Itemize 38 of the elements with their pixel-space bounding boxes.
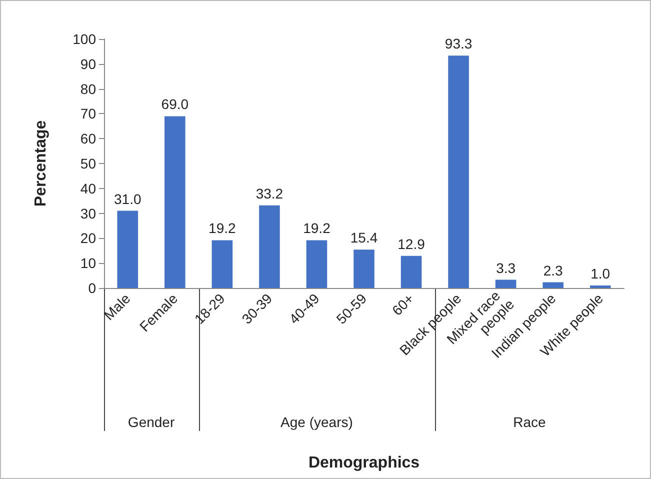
data-label: 15.4 [350, 230, 378, 246]
bar [164, 116, 186, 288]
bar [400, 256, 422, 288]
bar [542, 282, 564, 288]
data-label: 93.3 [444, 36, 472, 52]
bar [306, 240, 328, 288]
y-tick-label: 40 [80, 180, 96, 196]
bar [259, 205, 280, 288]
y-tick-label: 90 [80, 56, 96, 72]
y-tick-label: 0 [88, 280, 96, 296]
x-tick-label: 60+ [388, 290, 417, 318]
text: Race [513, 414, 546, 430]
y-axis-title: Percentage [32, 120, 50, 207]
y-tick-label: 10 [80, 255, 96, 272]
bar [448, 56, 469, 288]
bar [354, 250, 374, 288]
text: Gender [128, 414, 175, 430]
data-label: 3.3 [496, 260, 516, 276]
y-tick-label: 50 [80, 156, 96, 172]
text: Age (years) [280, 414, 353, 430]
data-label: 69.0 [161, 96, 189, 112]
y-tick-label: 20 [80, 230, 96, 246]
data-label: 19.2 [303, 220, 331, 236]
data-label: 12.9 [398, 236, 426, 252]
data-label: 33.2 [256, 185, 284, 202]
bar [212, 240, 233, 288]
y-tick-label: 30 [80, 205, 96, 222]
data-label: 19.2 [208, 220, 236, 236]
data-label: 2.3 [543, 262, 564, 278]
data-label: 1.0 [590, 266, 610, 282]
y-tick-label: 60 [80, 130, 96, 147]
bar [117, 210, 138, 288]
data-label: 31.0 [114, 190, 142, 207]
y-tick-label: 80 [80, 80, 96, 97]
text: Demographics [308, 454, 420, 472]
y-tick-label: 70 [80, 106, 96, 122]
bar [495, 280, 516, 288]
y-tick-label: 100 [72, 31, 96, 47]
